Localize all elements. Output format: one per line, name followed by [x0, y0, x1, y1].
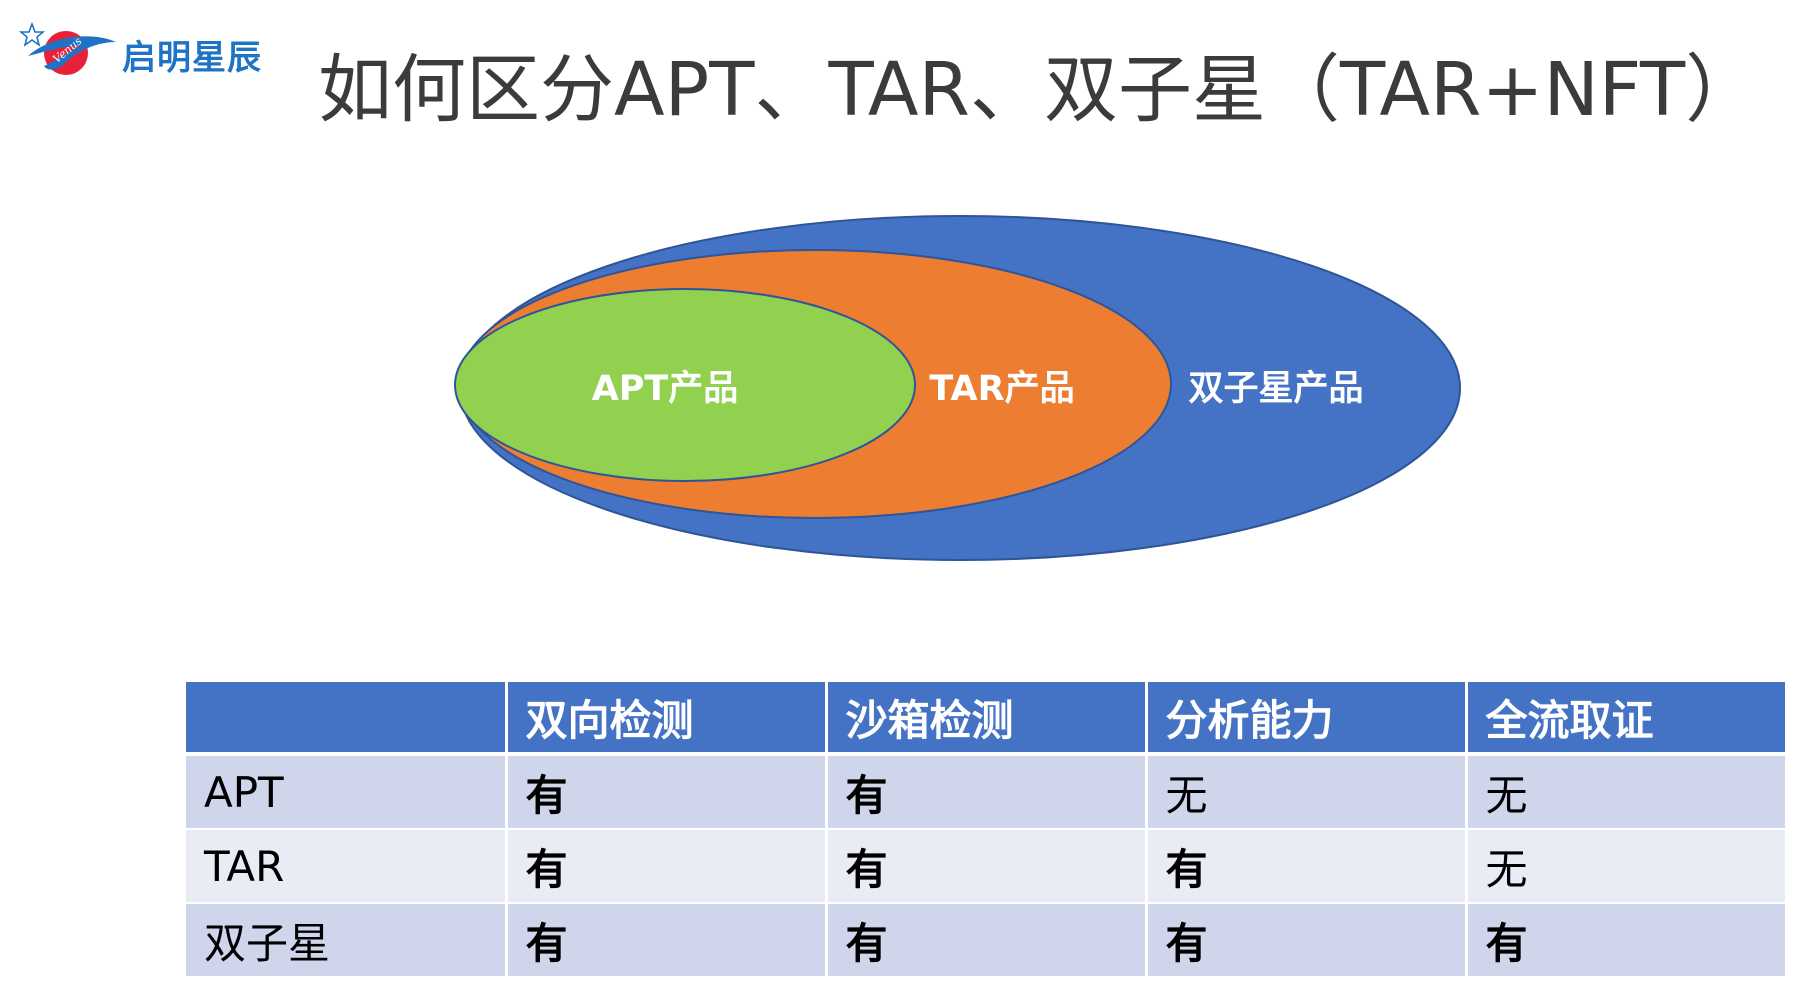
page-title: 如何区分APT、TAR、双子星（TAR+NFT）	[318, 47, 1760, 133]
table-cell: 有	[1146, 903, 1468, 978]
row-label: APT	[186, 754, 508, 830]
table-cell: 有	[826, 829, 1148, 904]
row-label: TAR	[186, 829, 508, 904]
table-cell: 有	[1466, 903, 1788, 978]
nested-ellipse-diagram: APT产品 TAR产品 双子星产品	[454, 215, 1461, 561]
table-header-analysis: 分析能力	[1146, 682, 1468, 756]
brand-logo: Venus 启明星辰	[18, 20, 261, 80]
table-row: APT 有 有 无 无	[186, 754, 1788, 830]
table-header-forensics: 全流取证	[1466, 682, 1788, 756]
table-row: 双子星 有 有 有 有	[186, 903, 1788, 978]
table-cell: 有	[506, 829, 828, 904]
table-header-blank	[186, 682, 508, 756]
apt-label: APT产品	[592, 369, 739, 409]
comparison-table: 双向检测 沙箱检测 分析能力 全流取证 APT 有 有 无 无 TAR 有 有 …	[186, 682, 1788, 978]
venus-logo-icon: Venus	[18, 21, 116, 75]
table-header-bidirectional: 双向检测	[506, 682, 828, 756]
apt-ellipse	[454, 288, 916, 482]
table-row: TAR 有 有 有 无	[186, 829, 1788, 904]
row-label: 双子星	[186, 903, 508, 978]
brand-name: 启明星辰	[122, 38, 262, 78]
table-cell: 有	[506, 754, 828, 830]
twin-star-label: 双子星产品	[1188, 369, 1363, 409]
table-cell: 有	[826, 903, 1148, 978]
table-cell: 有	[506, 903, 828, 978]
tar-label: TAR产品	[929, 369, 1074, 409]
table-cell: 有	[1146, 829, 1468, 904]
table-cell: 无	[1466, 829, 1788, 904]
table-cell: 无	[1466, 754, 1788, 830]
table-header-sandbox: 沙箱检测	[826, 682, 1148, 756]
table-cell: 无	[1146, 754, 1468, 830]
table-cell: 有	[826, 754, 1148, 830]
table-header-row: 双向检测 沙箱检测 分析能力 全流取证	[186, 682, 1788, 756]
